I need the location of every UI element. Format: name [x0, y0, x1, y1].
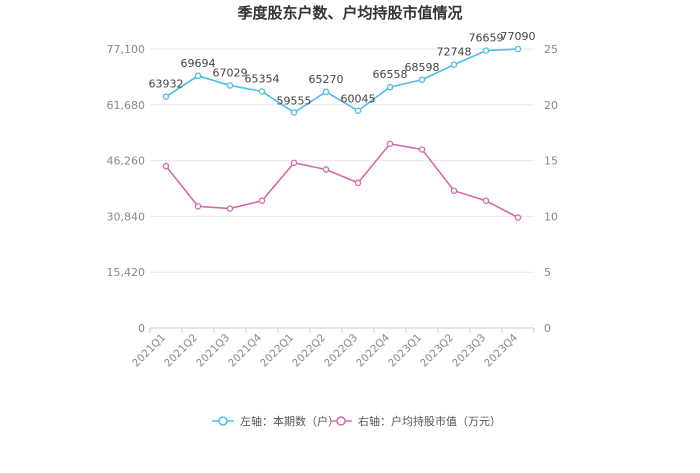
- x-axis-tick-label: 2022Q2: [290, 332, 328, 370]
- series-point-1: [450, 61, 458, 68]
- x-axis-tick-label: 2022Q1: [258, 332, 296, 370]
- series-point-2: [482, 197, 490, 205]
- data-label: 68598: [405, 61, 440, 74]
- right-axis-tick-label: 15: [544, 155, 558, 168]
- left-axis-tick-label: 0: [138, 322, 145, 335]
- data-label: 69694: [181, 57, 216, 70]
- series-point-1: [226, 82, 234, 89]
- left-axis-tick-label: 61,680: [107, 99, 146, 112]
- left-axis-tick-label: 30,840: [107, 210, 146, 223]
- series-point-2: [258, 197, 266, 205]
- x-axis-tick-label: 2023Q4: [482, 331, 520, 369]
- series-point-1: [482, 47, 490, 54]
- series-point-1: [386, 83, 394, 91]
- data-label: 72748: [437, 46, 472, 59]
- series-point-1: [514, 45, 522, 53]
- left-axis-tick-label: 15,420: [107, 266, 146, 279]
- series-point-2: [322, 166, 330, 173]
- series-point-1: [162, 93, 170, 100]
- x-axis-tick-label: 2023Q1: [386, 332, 424, 370]
- x-axis-tick-label: 2021Q3: [194, 332, 232, 370]
- data-label: 65270: [309, 73, 344, 86]
- series-point-2: [450, 187, 458, 194]
- x-axis-tick-label: 2023Q3: [450, 332, 488, 370]
- right-axis-tick-label: 25: [544, 43, 558, 56]
- data-label: 76659: [469, 32, 504, 45]
- legend-marker-2: [336, 416, 346, 426]
- series-point-2: [226, 205, 234, 212]
- chart-title: 季度股东户数、户均持股市值情况: [237, 4, 462, 22]
- legend-label-2: 右轴：户均持股市值（万元）: [358, 414, 501, 428]
- series-point-2: [354, 179, 362, 187]
- data-label: 77090: [501, 30, 536, 43]
- left-axis-tick-label: 46,260: [107, 155, 146, 168]
- series-point-1: [194, 72, 202, 80]
- x-axis-tick-label: 2021Q2: [162, 332, 200, 370]
- series-point-1: [258, 88, 266, 95]
- series-point-1: [354, 107, 362, 114]
- legend-marker-1: [218, 416, 228, 426]
- right-axis-tick-label: 0: [544, 322, 551, 335]
- x-axis-tick-label: 2022Q3: [322, 332, 360, 370]
- data-label: 65354: [245, 73, 280, 86]
- x-axis-tick-label: 2021Q1: [130, 332, 168, 370]
- data-label: 66558: [373, 68, 408, 81]
- series-point-2: [386, 140, 394, 148]
- data-label: 60045: [341, 93, 376, 106]
- series-point-2: [514, 214, 522, 221]
- series-point-1: [322, 88, 330, 96]
- data-label: 59555: [277, 94, 312, 107]
- right-axis-tick-label: 20: [544, 99, 558, 112]
- data-label: 63932: [149, 78, 184, 91]
- x-axis-tick-label: 2022Q4: [354, 331, 392, 369]
- series-point-2: [290, 159, 298, 167]
- legend-label-1: 左轴：本期数（户）: [240, 414, 339, 428]
- series-point-1: [290, 109, 298, 116]
- left-axis-tick-label: 77,100: [107, 43, 146, 56]
- series-point-2: [418, 146, 426, 153]
- x-axis-tick-label: 2023Q2: [418, 332, 456, 370]
- data-label: 67029: [213, 66, 248, 79]
- series-line-2: [165, 142, 519, 219]
- series-point-1: [418, 76, 426, 84]
- right-axis-tick-label: 5: [544, 266, 551, 279]
- series-point-2: [194, 203, 202, 210]
- x-axis-tick-label: 2021Q4: [226, 331, 264, 369]
- series-point-2: [162, 162, 170, 170]
- right-axis-tick-label: 10: [544, 210, 558, 223]
- series-line-1: [165, 48, 519, 114]
